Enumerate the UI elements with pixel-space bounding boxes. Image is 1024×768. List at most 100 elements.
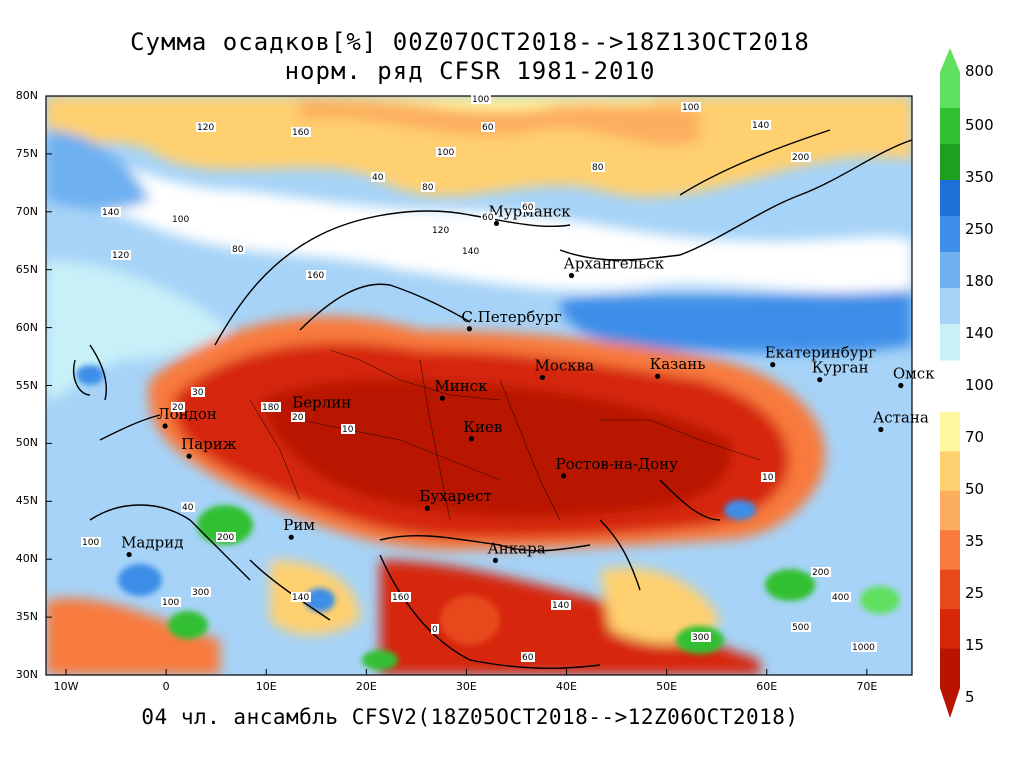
colorbar-swatch [940,530,960,571]
map-title: Сумма осадков[%] 00Z07OCT2018-->18Z13OCT… [130,28,810,56]
lat-label: 55N [15,378,38,392]
lat-label: 65N [15,262,38,276]
contour-label-bg [791,622,811,632]
lat-label: 80N [15,89,38,102]
contour-label-bg [471,94,491,104]
colorbar-swatch [940,108,960,145]
axis-ticks [46,95,868,676]
lat-label: 50N [15,436,38,450]
contour-label: 140 [752,121,769,131]
city-dot [288,534,294,540]
colorbar-label: 180 [965,272,994,290]
lat-label: 45N [15,494,38,508]
contour-label-bg [216,532,236,542]
colorbar-swatch [940,180,960,217]
contour-label-bg [431,225,451,235]
lon-label: 10E [255,680,277,693]
contour-label: 120 [112,251,129,261]
contour-label-bg [111,250,131,260]
contour-label-bg [481,122,495,132]
lat-label: 30N [15,668,38,681]
contour-label-bg [461,246,481,256]
contour-label-bg [431,624,439,634]
contour-label: 500 [792,623,809,633]
lon-label: 70E [856,680,878,693]
contour-label: 100 [682,103,699,113]
contour-label: 60 [482,213,494,223]
contour-label: 300 [692,633,709,643]
colorbar-label: 500 [965,116,994,134]
city-label: Бухарест [419,487,491,505]
city-dot [568,272,575,279]
colorbar-swatch [940,324,960,361]
city-label: Анкара [487,539,545,557]
contour-label-bg [421,182,435,192]
contour-label-bg [851,642,877,652]
contour-label: 0 [432,625,438,635]
contour-label-bg [551,600,571,610]
precip-field [46,96,912,675]
contour-label: 60 [522,203,534,213]
colorbar-bottom-arrow [940,688,960,718]
colorbar-label: 25 [965,584,985,602]
contour-label-bg [791,152,811,162]
city-label: Ростов-на-Дону [556,455,679,473]
contour-label-bg [371,172,385,182]
contour-label: 60 [522,653,534,663]
contour-label: 100 [472,95,489,105]
colorbar-swatch [940,451,960,492]
contour-label: 160 [392,593,409,603]
colorbar-label: 70 [965,428,985,446]
contour-label-bg [161,597,181,607]
contour-label: 180 [262,403,279,413]
contour-label: 120 [432,226,449,236]
city-label: Курган [812,359,869,377]
city-dot [466,326,473,332]
contour-label-bg [521,202,535,212]
colorbar-label: 15 [965,636,985,654]
contour-label: 10 [342,425,354,435]
colorbar-swatch [940,288,960,325]
colorbar-label: 350 [965,168,994,186]
lat-label: 35N [15,610,38,624]
colorbar-swatch [940,490,960,531]
city-label: Берлин [292,393,351,411]
contour-label-bg [591,162,605,172]
city-label: С.Петербург [461,308,561,326]
city-dot [493,220,500,226]
contour-label-bg [291,592,311,602]
city-dot [162,423,168,429]
lon-label: 60E [756,680,778,693]
contour-label: 200 [812,568,829,578]
colorbar-label: 5 [965,688,975,706]
contour-label: 20 [172,403,184,413]
city-dot [560,473,567,479]
contour-label-bg [196,122,216,132]
colorbar-label: 35 [965,532,985,550]
lon-label: 30E [455,680,477,693]
contour-label-bg [436,147,456,157]
contour-label-bg [291,412,305,422]
contour-label-bg [291,127,311,137]
lon-label: 10W [53,680,79,693]
colorbar-swatch [940,72,960,109]
colorbar-label: 800 [965,62,994,80]
lat-label: 70N [15,204,38,218]
city-dot [770,362,776,368]
contour-label-bg [171,402,185,412]
ensemble-footer: 04 чл. ансамбль CFSV2(18Z05OCT2018-->12Z… [141,705,799,729]
contour-label: 140 [552,601,569,611]
city-dot [186,453,192,459]
contour-label-bg [751,120,771,130]
city-label: Мадрид [121,534,183,552]
contour-label-bg [481,212,495,222]
contour-label: 200 [217,533,234,543]
colorbar-swatch [940,412,960,452]
lon-label: 40E [556,680,577,693]
contour-label-bg [341,424,355,434]
city-label: Минск [434,377,488,395]
contour-label-bg [181,502,195,512]
contour-label-bg [231,244,245,254]
contour-label: 140 [102,208,119,218]
